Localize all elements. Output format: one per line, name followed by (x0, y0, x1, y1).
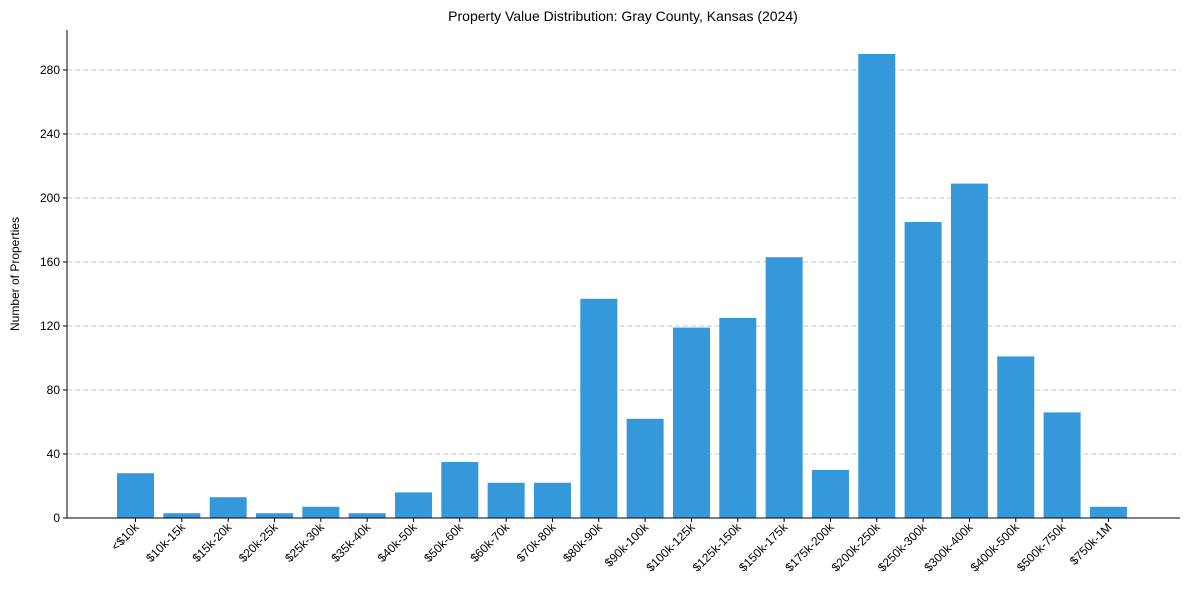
bar (765, 257, 803, 518)
bar (719, 318, 757, 518)
bar (163, 513, 201, 518)
y-tick-label: 80 (47, 383, 61, 397)
y-tick-label: 200 (40, 191, 60, 205)
bar (117, 473, 154, 518)
y-tick-label: 160 (40, 255, 60, 269)
bar (302, 506, 340, 518)
x-tick-label: $60k-70k (467, 520, 513, 566)
x-tick-label: $35k-40k (328, 520, 374, 566)
bar (858, 54, 896, 518)
bar (394, 492, 432, 518)
x-tick-label: $750k-1M (1067, 520, 1115, 568)
x-tick-label: <$10k (108, 520, 142, 554)
bar (209, 497, 247, 518)
y-tick-label: 240 (40, 127, 60, 141)
x-tick-label: $10k-15k (143, 520, 189, 566)
y-tick-label: 0 (53, 511, 60, 525)
bar (811, 470, 849, 518)
x-tick-label: $20k-25k (236, 520, 282, 566)
bar (904, 222, 942, 518)
bar (1043, 412, 1081, 518)
x-ticks: <$10k $10k-15k $15k-20k $20k-25k $25k-30k $35… (108, 518, 1115, 575)
y-tick-label: 40 (47, 447, 61, 461)
bar (997, 356, 1035, 518)
chart-title: Property Value Distribution: Gray County… (448, 8, 798, 24)
x-tick-label: $80k-90k (560, 520, 606, 566)
y-tick-label: 120 (40, 319, 60, 333)
y-ticks: 0 40 80 120 160 200 240 280 (40, 63, 67, 525)
gridlines (67, 69, 1180, 455)
bar (348, 513, 386, 518)
bar (580, 298, 618, 518)
x-tick-label: $25k-30k (282, 520, 328, 566)
bar (533, 482, 571, 518)
x-tick-label: $70k-80k (514, 520, 560, 566)
bar (255, 513, 293, 518)
x-tick-label: $50k-60k (421, 520, 467, 566)
bar (487, 482, 525, 518)
x-tick-label: $40k-50k (375, 520, 421, 566)
bar (1089, 506, 1127, 518)
bar (441, 462, 479, 518)
y-tick-label: 280 (40, 63, 60, 77)
y-axis-label: Number of Properties (8, 217, 22, 331)
x-tick-label: $500k-750k (1014, 520, 1069, 575)
x-tick-label: $15k-20k (189, 520, 235, 566)
bar (626, 418, 664, 518)
bar (950, 183, 988, 518)
bars (117, 54, 1127, 518)
bar (672, 327, 710, 518)
